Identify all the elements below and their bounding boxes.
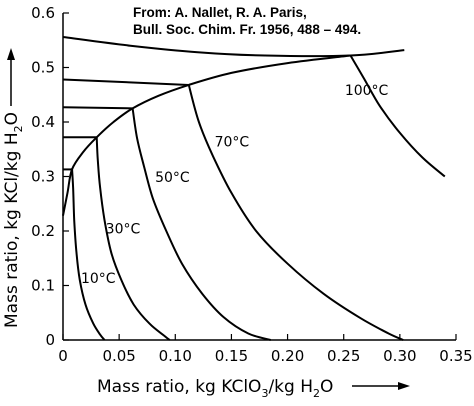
y-axis-arrow: [7, 48, 15, 106]
x-tick-label: 0.25: [327, 347, 360, 365]
y-axis-label: Mass ratio, kg KCl/kg H2O: [2, 112, 25, 328]
kcl-saturation-line: [62, 78, 189, 86]
isotherm-label: 10°C: [81, 271, 116, 287]
x-tick-label: 0: [58, 347, 68, 365]
kclo3-saturation-curve: [62, 54, 351, 216]
x-tick-label: 0.20: [271, 347, 304, 365]
isotherm-label: 50°C: [155, 170, 190, 186]
isotherm-curve: [71, 168, 106, 341]
isotherm-curve: [131, 108, 271, 341]
x-tick-label: 0.15: [215, 347, 248, 365]
source-line-1: From: A. Nallet, R. A. Paris,: [133, 5, 307, 20]
curve-labels: 10°C 30°C 50°C 70°C 100°C: [81, 83, 389, 287]
x-tick-label: 0.35: [439, 347, 472, 365]
y-tick-label: 0.5: [31, 59, 55, 77]
y-tick-label: 0.3: [31, 168, 55, 186]
axes: [62, 12, 457, 341]
isotherm-label: 100°C: [345, 83, 389, 99]
curves: [62, 36, 446, 341]
x-axis-label: Mass ratio, kg KClO3/kg H2O: [97, 377, 333, 400]
y-tick-label: 0: [45, 331, 55, 349]
y-tick-label: 0.6: [31, 4, 55, 22]
tick-labels: 0 0.05 0.10 0.15 0.20 0.25 0.30 0.35 0 0.1 0.2 0.3 0…: [31, 4, 473, 365]
x-tick-label: 0.05: [102, 347, 135, 365]
isotherm-curve: [187, 84, 404, 341]
kcl-saturation-line: [62, 36, 405, 58]
x-tick-label: 0.10: [159, 347, 192, 365]
x-axis-arrow: [352, 382, 410, 390]
isotherm-curve: [95, 137, 171, 341]
isotherm-label: 30°C: [106, 222, 141, 238]
y-tick-label: 0.1: [31, 277, 55, 295]
y-tick-label: 0.4: [31, 113, 55, 131]
isotherm-curve: [349, 54, 446, 178]
source-line-2: Bull. Soc. Chim. Fr. 1956, 488 – 494.: [133, 22, 361, 37]
kcl-saturation-line: [62, 106, 133, 110]
y-tick-label: 0.2: [31, 222, 55, 240]
isotherm-label: 70°C: [215, 135, 250, 151]
x-tick-label: 0.30: [383, 347, 416, 365]
